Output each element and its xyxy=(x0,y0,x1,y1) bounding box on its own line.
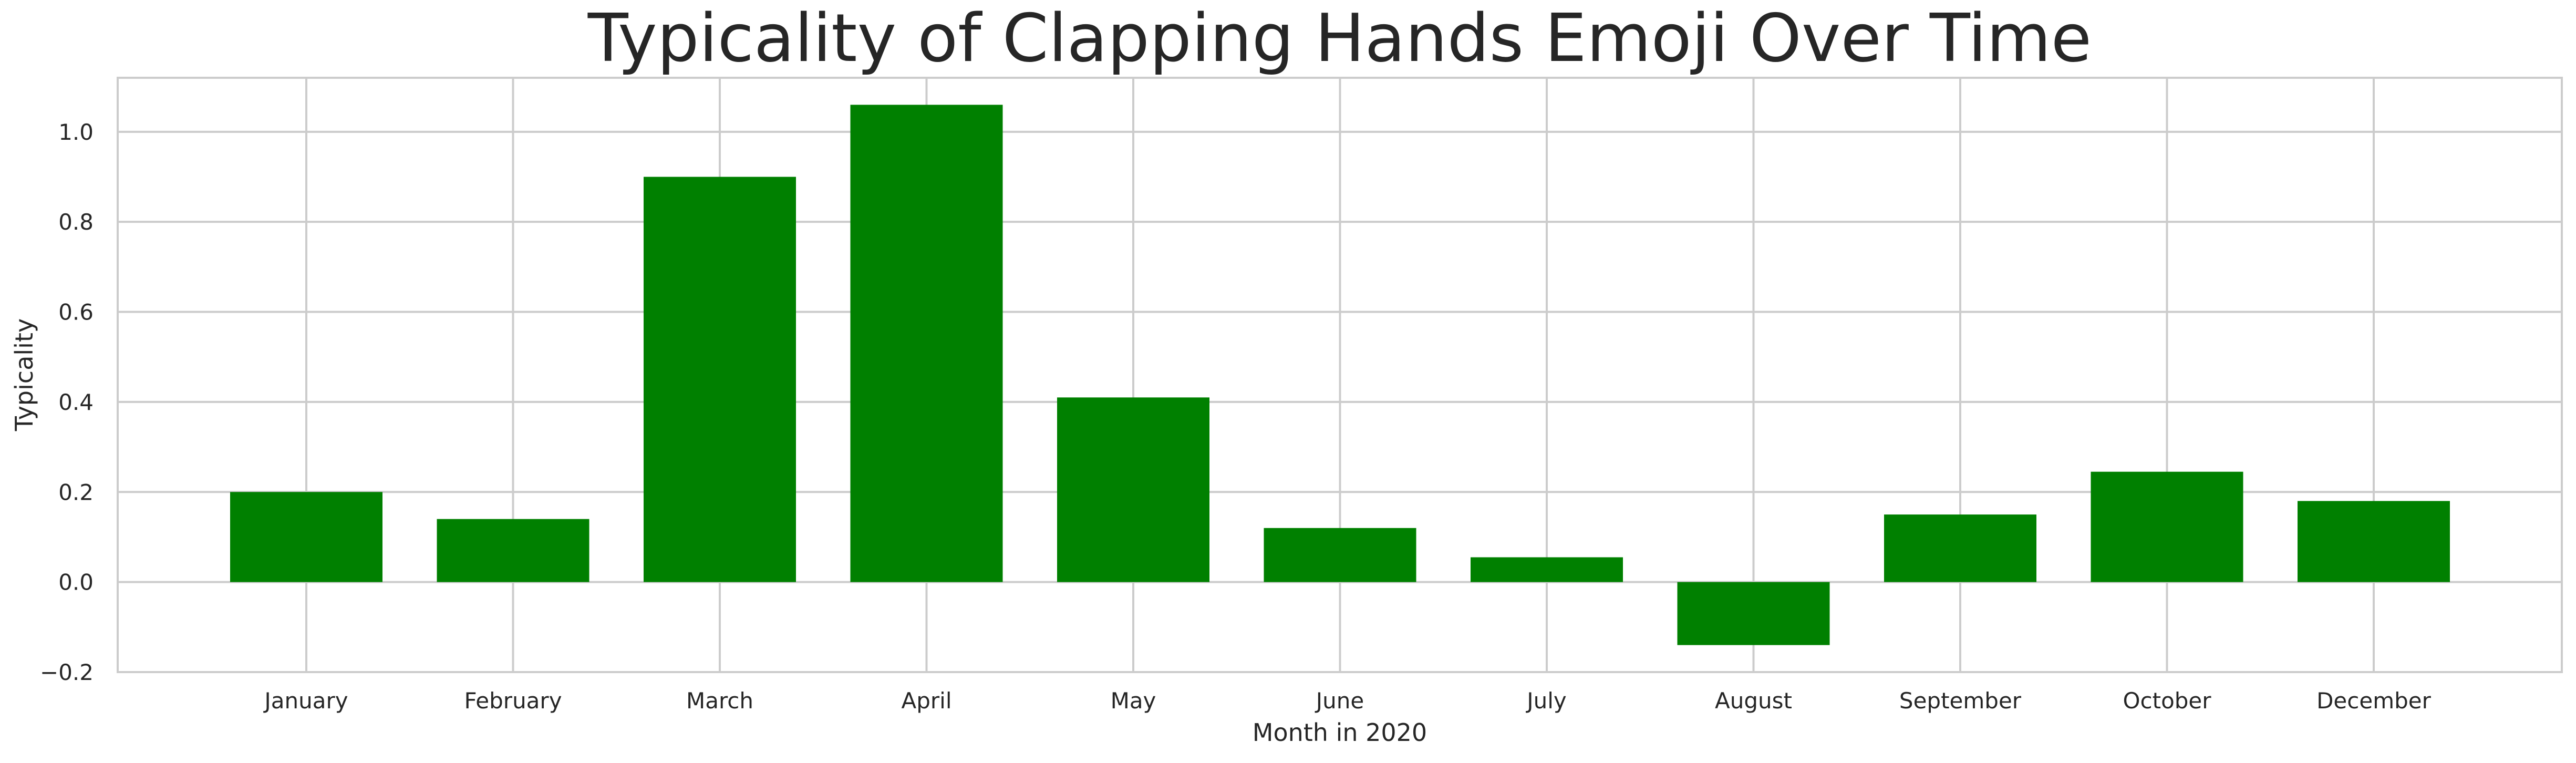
x-tick-label: March xyxy=(686,688,753,714)
ticks-layer: −0.2 0.0 0.2 0.4 0.6 0.8 1.0 January February Mar… xyxy=(40,119,2432,714)
y-tick-label: 0.4 xyxy=(58,389,94,415)
bar-march xyxy=(644,177,796,582)
bar-april xyxy=(850,105,1003,582)
bar-may xyxy=(1057,397,1209,582)
x-tick-label: December xyxy=(2316,688,2432,714)
chart-title: Typicality of Clapping Hands Emoji Over … xyxy=(587,0,2092,77)
plot-frame xyxy=(117,77,2563,673)
x-tick-label: January xyxy=(263,688,348,714)
bar-february xyxy=(437,519,589,582)
x-tick-label: July xyxy=(1525,688,1567,714)
x-tick-label: June xyxy=(1315,688,1364,714)
x-tick-label: February xyxy=(464,688,562,714)
bar-august xyxy=(1677,582,1830,645)
y-tick-label: 1.0 xyxy=(58,119,94,145)
y-tick-label: 0.6 xyxy=(58,300,94,325)
bar-september xyxy=(1884,514,2036,582)
x-tick-label: August xyxy=(1715,688,1792,714)
y-tick-label: 0.2 xyxy=(58,479,94,505)
x-tick-label: May xyxy=(1111,688,1156,714)
bar-june xyxy=(1264,528,1416,582)
grid-layer xyxy=(118,78,2562,673)
y-axis-label: Typicality xyxy=(10,318,38,431)
bar-october xyxy=(2091,471,2243,582)
x-axis-label: Month in 2020 xyxy=(1253,718,1427,747)
bars-layer xyxy=(230,105,2450,645)
x-tick-label: April xyxy=(902,688,952,714)
bar-december xyxy=(2298,501,2450,582)
bar-july xyxy=(1471,557,1623,582)
x-tick-label: September xyxy=(1899,688,2022,714)
bar-january xyxy=(230,492,382,582)
x-tick-label: October xyxy=(2123,688,2211,714)
y-tick-label: 0.0 xyxy=(58,570,94,595)
y-tick-label: −0.2 xyxy=(40,659,94,685)
y-tick-label: 0.8 xyxy=(58,209,94,235)
